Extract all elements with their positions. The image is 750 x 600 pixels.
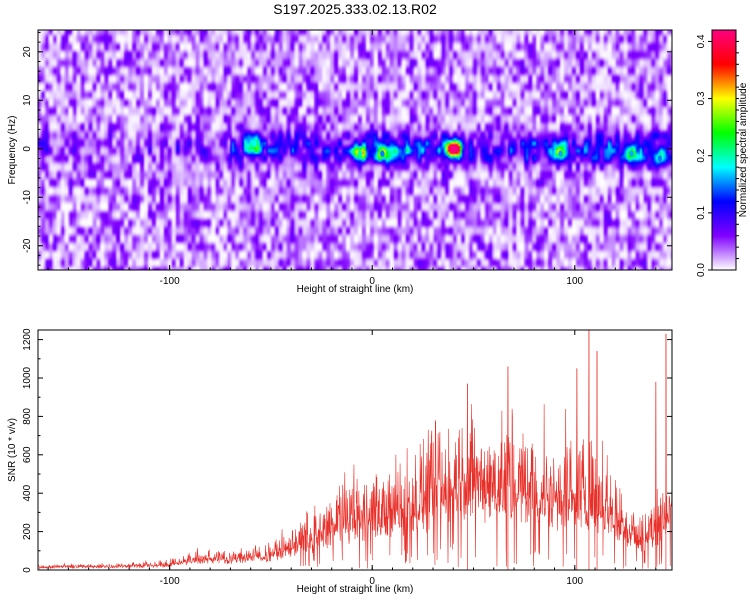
spectrogram-frame [37, 29, 673, 271]
chart-title: S197.2025.333.02.13.R02 [273, 1, 437, 17]
colorbar-label: Normalized spectral amplitude [738, 82, 749, 217]
snr-frame [37, 329, 673, 571]
spectrogram-y-tick-label-1: -10 [22, 190, 33, 205]
spectrogram-x-tick-label-1: 0 [369, 276, 375, 287]
spectrogram-y-ticks: -20 -10 0 10 20 [22, 31, 672, 266]
colorbar-tick-label-3: 0.3 [696, 91, 707, 105]
snr-x-ticks: -100 0 100 [47, 330, 657, 587]
spectrogram-hotspot-5 [629, 150, 634, 157]
colorbar-ticks: 0.0 0.1 0.2 0.3 0.4 [696, 34, 739, 277]
colorbar-gradient [711, 29, 737, 271]
colorbar-tick-label-1: 0.1 [696, 205, 707, 219]
snr-y-ticks: 0 200 400 600 800 1000 1200 [22, 328, 672, 573]
snr-y-tick-label-0: 0 [22, 567, 33, 573]
spectrogram-x-ticks: -100 0 100 [47, 30, 657, 287]
snr-x-tick-label-2: 100 [566, 576, 583, 587]
spectrogram-y-label: Frequency (Hz) [7, 116, 18, 185]
spectrogram-x-label: Height of straight line (km) [297, 284, 414, 295]
spectrogram-hotspot-6 [657, 155, 663, 162]
colorbar-tick-label-0: 0.0 [696, 263, 707, 277]
colorbar: 0.0 0.1 0.2 0.3 0.4 Normalized spectral ampl… [696, 29, 749, 277]
spectrogram-y-tick-label-3: 10 [22, 94, 33, 106]
snr-y-tick-label-3: 600 [22, 446, 33, 463]
spectrogram-hotspot-1 [357, 150, 363, 157]
snr-y-tick-label-5: 1000 [22, 366, 33, 389]
snr-y-tick-label-4: 800 [22, 408, 33, 425]
snr-series-line [38, 330, 672, 570]
snr-peaks [467, 330, 667, 570]
snr-y-tick-label-1: 200 [22, 523, 33, 540]
spectrogram-x-tick-label-0: -100 [160, 276, 180, 287]
snr-x-tick-label-1: 0 [369, 576, 375, 587]
colorbar-tick-label-4: 0.4 [696, 34, 707, 48]
spectrogram-hotspot-3 [451, 145, 456, 152]
spectrogram-hotspots [252, 140, 663, 162]
spectrogram-y-tick-label-2: 0 [22, 146, 33, 152]
colorbar-tick-label-2: 0.2 [696, 148, 707, 162]
spectrogram-hotspot-2 [380, 150, 385, 157]
spectrogram-y-tick-label-4: 20 [22, 46, 33, 58]
snr-y-tick-label-2: 400 [22, 484, 33, 501]
snr-x-label: Height of straight line (km) [297, 584, 414, 595]
snr-x-tick-label-0: -100 [160, 576, 180, 587]
snr-y-tick-label-6: 1200 [22, 328, 33, 351]
snr-panel: -100 0 100 0 200 400 600 800 1000 1200 Height of… [7, 328, 673, 595]
spectrogram-hotspot-4 [558, 150, 563, 157]
spectrogram-x-tick-label-2: 100 [566, 276, 583, 287]
spectrogram-image [38, 30, 672, 270]
spectrogram-y-tick-label-0: -20 [22, 238, 33, 253]
snr-y-label: SNR (10 * v/v) [7, 418, 18, 482]
spectrogram-hotspot-0 [252, 140, 257, 148]
